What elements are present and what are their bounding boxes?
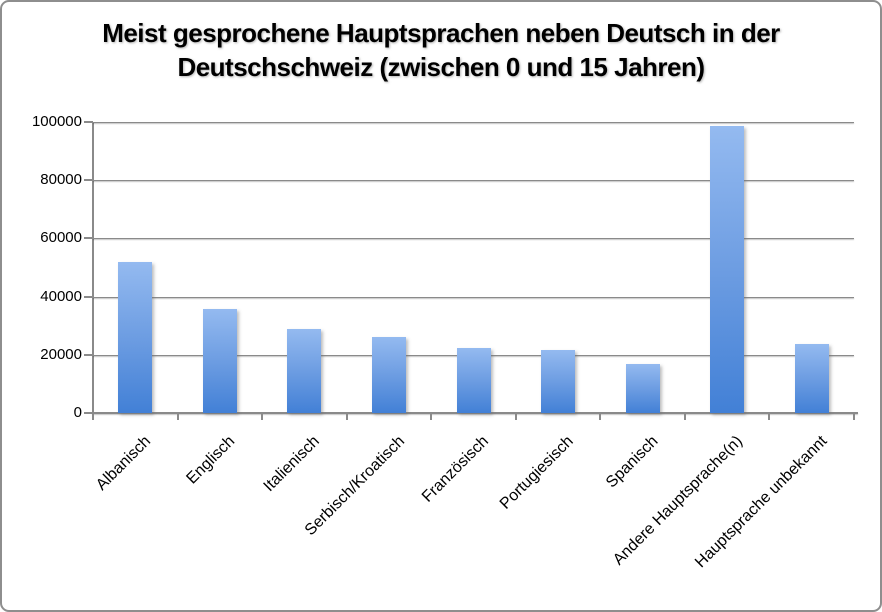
x-category-label: Französisch — [419, 432, 493, 506]
bar — [456, 348, 491, 413]
x-axis-tick — [768, 414, 771, 420]
bar — [794, 343, 829, 413]
x-category-label: Albanisch — [92, 432, 155, 494]
x-category-label: Italienisch — [260, 432, 324, 496]
x-axis-tick — [430, 414, 433, 420]
x-axis-tick — [514, 414, 517, 420]
gridline — [93, 296, 854, 298]
y-tick-label: 0 — [73, 404, 82, 421]
x-axis-line — [92, 412, 858, 414]
bar — [118, 261, 153, 413]
x-axis-tick — [853, 414, 855, 420]
bar — [202, 308, 237, 413]
gridline — [93, 122, 854, 123]
chart-title: Meist gesprochene Hauptsprachen neben De… — [2, 16, 880, 84]
x-axis-tick — [683, 414, 686, 420]
bar — [287, 328, 322, 413]
y-axis-line — [92, 122, 94, 414]
y-tick-label: 60000 — [40, 229, 82, 247]
y-tick-label: 20000 — [40, 345, 82, 363]
x-axis-tick — [599, 414, 602, 420]
y-axis-tick — [84, 179, 93, 182]
x-axis-tick — [176, 414, 179, 420]
y-tick-label: 80000 — [40, 171, 82, 189]
y-tick-label: 40000 — [40, 287, 82, 305]
y-axis-tick — [84, 237, 93, 240]
gridline — [93, 238, 854, 240]
gridline — [93, 180, 854, 182]
bar — [371, 337, 406, 413]
y-axis-tick — [84, 412, 93, 414]
bar — [541, 350, 576, 413]
x-category-label: Englisch — [183, 432, 239, 488]
bar — [625, 364, 660, 413]
y-tick-label: 100000 — [31, 113, 82, 130]
y-axis-tick — [84, 295, 93, 298]
y-axis-tick — [84, 353, 93, 356]
x-category-label: Spanisch — [602, 432, 662, 492]
x-axis-tick — [345, 414, 348, 420]
x-axis-tick — [92, 414, 94, 420]
y-axis-tick — [84, 121, 93, 123]
chart-title-line-2: Deutschschweiz (zwischen 0 und 15 Jahren… — [177, 52, 705, 82]
x-category-label: Portugiesisch — [496, 432, 577, 513]
bar — [710, 126, 745, 413]
chart-title-line-1: Meist gesprochene Hauptsprachen neben De… — [102, 18, 780, 48]
x-axis-tick — [261, 414, 264, 420]
